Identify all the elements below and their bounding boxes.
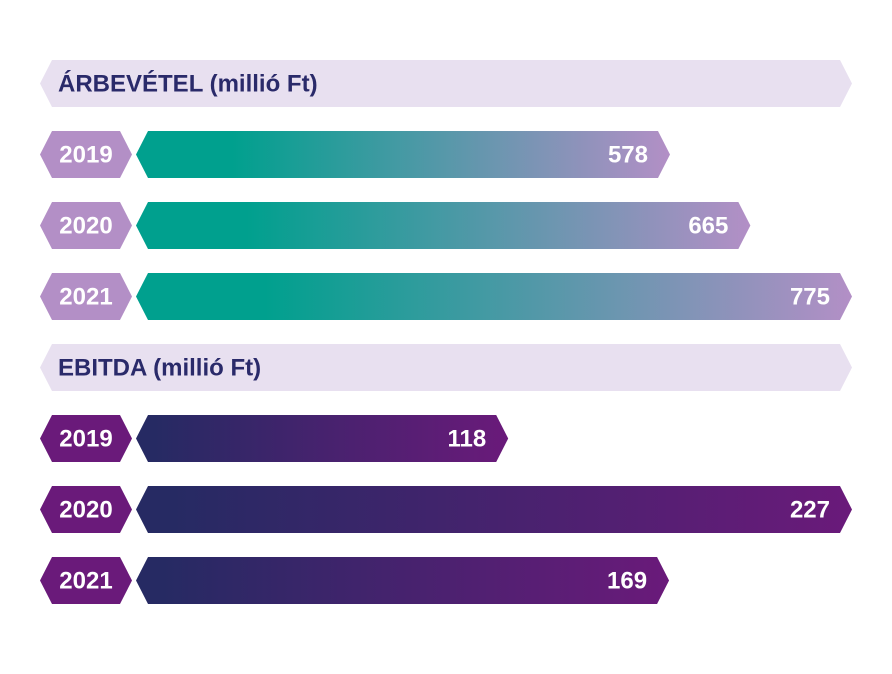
value-bar: [136, 415, 509, 462]
value-bar: [136, 131, 670, 178]
year-label-bg: [40, 273, 132, 320]
data-label: 227: [790, 497, 830, 524]
value-bar: [136, 557, 670, 604]
value-bar: [136, 273, 852, 320]
data-label: 578: [608, 142, 648, 169]
category-label: 2020: [59, 497, 112, 524]
category-label: 2019: [59, 426, 112, 453]
year-label-bg: [40, 415, 132, 462]
value-bar: [136, 486, 852, 533]
category-label: 2021: [59, 568, 112, 595]
data-label: 775: [790, 284, 830, 311]
revenue-section: ÁRBEVÉTEL (millió Ft) 2019 578 2020 665 2021 7…: [40, 60, 852, 320]
category-label: 2019: [59, 142, 112, 169]
year-label-bg: [40, 131, 132, 178]
value-bar: [136, 202, 751, 249]
ebitda-section: EBITDA (millió Ft) 2019 118 2020 227 2021 169: [40, 344, 852, 604]
category-label: 2020: [59, 213, 112, 240]
category-label: 2021: [59, 284, 112, 311]
section-title: EBITDA (millió Ft): [58, 355, 261, 382]
section-header-band: [40, 60, 852, 107]
year-label-bg: [40, 486, 132, 533]
section-title: ÁRBEVÉTEL (millió Ft): [58, 70, 318, 98]
data-label: 169: [607, 568, 647, 595]
year-label-bg: [40, 202, 132, 249]
data-label: 665: [688, 213, 728, 240]
data-label: 118: [447, 426, 486, 453]
year-label-bg: [40, 557, 132, 604]
section-header-band: [40, 344, 852, 391]
